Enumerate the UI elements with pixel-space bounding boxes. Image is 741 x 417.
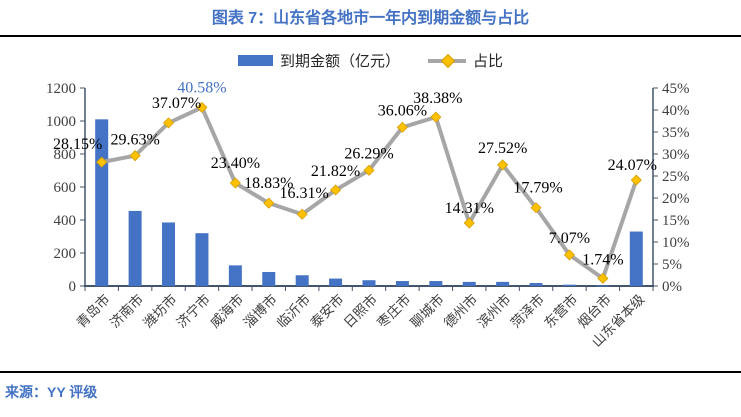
bar-烟台市 [596,285,610,287]
data-label-泰安市: 21.82% [311,163,360,180]
data-label-临沂市: 16.31% [280,185,329,202]
marker-淄博市 [263,197,275,209]
left-axis-label: 200 [54,246,77,262]
bar-威海市 [228,265,242,286]
left-axis-label: 1200 [46,81,76,97]
right-axis-label: 45% [662,81,690,97]
marker-泰安市 [330,184,342,196]
marker-济宁市 [196,101,208,114]
right-axis-label: 30% [662,147,690,163]
right-axis-label: 25% [662,169,690,185]
legend-label-line: 占比 [473,54,504,70]
right-axis-label: 15% [662,213,690,229]
plot-svg: 0 200 400 600 800 1000 1200 0% 5% 10% 15% 20% 25% 30%… [46,79,690,349]
bar-淄博市 [262,271,276,286]
data-label-济南市: 29.63% [110,132,159,149]
marker-滨州市 [497,159,509,171]
left-axis-label: 0 [69,279,77,295]
data-label-济宁市: 40.58% [177,79,226,96]
chart-area: 到期金额（亿元） 占比 0 200 400 600 800 1000 1200 0% 5% 10%… [0,37,741,371]
bar-济南市 [128,210,142,286]
data-label-山东省本级: 24.07% [608,157,657,174]
bar-series-swatch-icon [237,55,273,66]
x-label-济宁市: 济宁市 [173,291,213,331]
bar-枣庄市 [395,281,409,286]
legend-label-bars: 到期金额（亿元） [279,54,400,70]
right-axis-label: 5% [662,257,682,273]
marker-日照市 [363,164,375,176]
marker-青岛市 [96,156,108,168]
data-label-潍坊市: 37.07% [152,95,201,112]
right-axis-label: 40% [662,103,690,119]
marker-枣庄市 [396,121,408,133]
bar-东营市 [562,284,576,286]
data-label-东营市: 7.07% [549,230,590,247]
left-axis-label: 800 [54,147,77,163]
marker-威海市 [229,177,241,189]
x-label-日照市: 日照市 [340,291,380,331]
legend-item-line: 占比 [428,50,503,71]
data-label-青岛市: 28.15% [53,136,102,153]
legend-item-bars: 到期金额（亿元） [237,50,400,71]
x-label-泰安市: 泰安市 [307,291,347,331]
bar-德州市 [462,281,476,286]
x-label-威海市: 威海市 [207,291,247,331]
marker-东营市 [563,249,576,261]
bottom-rule [0,371,741,373]
figure-title: 图表 7：山东省各地市一年内到期金额与占比 [211,10,530,27]
chart-legend: 到期金额（亿元） 占比 [0,50,741,71]
data-label-枣庄市: 36.06% [378,102,427,119]
marker-山东省本级 [630,174,642,186]
bar-滨州市 [496,281,510,286]
marker-德州市 [463,217,475,229]
x-label-青岛市: 青岛市 [73,291,113,331]
x-label-济南市: 济南市 [106,291,146,331]
bar-日照市 [362,280,376,286]
marker-济南市 [129,150,141,162]
bar-菏泽市 [529,283,543,286]
x-label-滨州市: 滨州市 [474,291,514,331]
data-label-德州市: 14.31% [445,200,494,217]
left-axis-label: 1000 [46,114,76,130]
marker-烟台市 [597,272,609,284]
diamond-marker-icon [440,53,456,68]
right-axis-label: 10% [662,235,690,251]
data-label-烟台市: 1.74% [582,251,623,268]
left-axis-label: 400 [54,213,77,229]
bar-临沂市 [295,275,309,286]
bar-济宁市 [195,233,209,286]
data-label-聊城市: 38.38% [413,90,462,107]
x-label-临沂市: 临沂市 [273,291,313,331]
data-label-滨州市: 27.52% [478,140,527,157]
right-axis-label: 20% [662,191,690,207]
right-axis-label: 35% [662,125,690,141]
marker-临沂市 [296,208,308,220]
x-label-菏泽市: 菏泽市 [507,291,547,331]
marker-潍坊市 [162,117,175,129]
marker-菏泽市 [530,202,542,214]
bar-潍坊市 [162,222,176,286]
data-label-日照市: 26.29% [344,145,393,162]
bar-聊城市 [429,281,443,286]
marker-聊城市 [430,111,442,123]
top-rule [0,35,741,37]
x-label-德州市: 德州市 [440,291,480,331]
x-label-东营市: 东营市 [541,291,581,331]
data-label-菏泽市: 17.79% [513,180,562,197]
source-note: 来源：YY 评级 [5,384,98,400]
x-label-淄博市: 淄博市 [240,291,280,331]
line-series-swatch-icon [428,53,466,68]
data-label-淄博市: 18.83% [244,175,293,192]
report-figure: 图表 7：山东省各地市一年内到期金额与占比 到期金额（亿元） 占比 0 200 40… [0,10,741,400]
x-label-聊城市: 聊城市 [407,291,447,331]
x-label-枣庄市: 枣庄市 [374,291,414,331]
x-label-潍坊市: 潍坊市 [140,291,180,331]
left-axis-label: 600 [54,180,77,196]
bar-山东省本级 [629,231,643,286]
right-axis-label: 0% [662,279,682,295]
data-label-威海市: 23.40% [211,155,260,172]
bar-泰安市 [329,278,343,286]
